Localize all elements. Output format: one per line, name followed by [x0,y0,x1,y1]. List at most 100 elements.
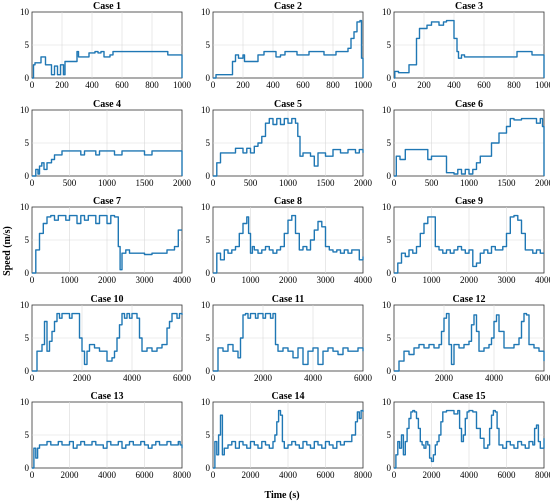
x-tick-label: 1000 [354,80,373,90]
speed-series-line [394,214,544,274]
x-tick-label: 400 [447,80,461,90]
y-tick-label: 0 [206,366,211,376]
y-tick-label: 5 [387,235,392,245]
x-tick-label: 6000 [136,470,155,480]
y-tick-label: 0 [387,268,392,278]
x-tick-label: 3000 [317,275,336,285]
x-tick-label: 2000 [423,470,442,480]
subplot-title: Case 7 [93,196,121,207]
x-tick-label: 1000 [423,275,442,285]
x-tick-label: 4000 [123,373,142,383]
x-tick-label: 6000 [535,373,550,383]
x-tick-label: 200 [417,80,431,90]
x-tick-label: 0 [30,80,35,90]
x-tick-label: 4000 [460,470,479,480]
subplot-case-14: 0 2000 4000 6000 8000 0 5 10 Case 14 [201,391,373,480]
x-tick-label: 0 [30,470,35,480]
y-tick-label: 10 [201,397,211,407]
x-tick-label: 4000 [279,470,298,480]
x-tick-label: 0 [30,178,35,188]
x-tick-label: 2000 [535,178,550,188]
y-tick-label: 5 [206,430,211,440]
y-tick-label: 10 [20,7,30,17]
subplot-title: Case 12 [452,294,485,305]
x-tick-label: 2000 [435,373,454,383]
x-tick-label: 2000 [460,275,479,285]
x-tick-label: 600 [477,80,491,90]
y-tick-label: 5 [387,333,392,343]
subplot-case-11: 0 2000 4000 6000 0 5 10 Case 11 [201,294,373,383]
subplot-title: Case 2 [274,1,302,12]
y-tick-label: 5 [206,138,211,148]
x-tick-label: 800 [326,80,340,90]
speed-series-line [32,440,183,469]
x-tick-label: 0 [392,275,397,285]
y-tick-label: 10 [382,300,392,310]
y-tick-label: 0 [387,73,392,83]
y-tick-label: 0 [25,73,30,83]
subplot-case-4: 0 500 1000 1500 2000 0 5 10 Case 4 [20,99,192,188]
x-tick-label: 2000 [254,373,273,383]
x-tick-label: 4000 [354,275,373,285]
speed-series-line [213,117,364,177]
x-tick-label: 1500 [317,178,336,188]
y-tick-label: 5 [25,333,30,343]
y-tick-label: 10 [382,7,392,17]
subplot-title: Case 9 [455,196,483,207]
y-tick-label: 5 [25,430,30,440]
y-tick-label: 5 [387,40,392,50]
x-tick-label: 8000 [354,470,373,480]
x-tick-label: 400 [266,80,280,90]
y-tick-label: 10 [20,397,30,407]
y-tick-label: 5 [25,40,30,50]
subplot-case-6: 0 500 1000 1500 2000 0 5 10 Case 6 [382,99,550,188]
subplot-case-1: 0 200 400 600 800 1000 0 5 10 Case 1 [20,1,192,90]
subplot-case-8: 0 1000 2000 3000 4000 0 5 10 Case 8 [201,196,373,285]
y-tick-label: 0 [206,268,211,278]
y-tick-label: 5 [206,333,211,343]
y-tick-label: 0 [206,73,211,83]
x-tick-label: 0 [211,373,216,383]
speed-series-line [32,150,183,177]
x-tick-label: 1000 [535,80,550,90]
y-tick-label: 5 [387,430,392,440]
y-tick-label: 5 [25,138,30,148]
speed-series-line [394,312,545,372]
speed-series-line [213,409,364,469]
y-tick-label: 10 [20,202,30,212]
y-tick-label: 10 [20,105,30,115]
x-tick-label: 1000 [279,178,298,188]
x-tick-label: 6000 [354,373,373,383]
subplot-title: Case 10 [90,294,123,305]
speed-series-line [213,19,364,79]
x-tick-label: 2000 [61,470,80,480]
x-tick-label: 800 [145,80,159,90]
speed-series-line [213,214,364,274]
x-tick-label: 0 [211,178,216,188]
y-tick-label: 10 [382,105,392,115]
x-tick-label: 2000 [173,178,192,188]
x-tick-label: 1000 [173,80,192,90]
subplot-case-2: 0 200 400 600 800 1000 0 5 10 Case 2 [201,1,373,90]
y-tick-label: 10 [20,300,30,310]
x-tick-label: 2000 [279,275,298,285]
y-tick-label: 0 [25,463,30,473]
y-tick-label: 0 [25,268,30,278]
x-tick-label: 2000 [98,275,117,285]
x-tick-label: 2000 [354,178,373,188]
subplot-title: Case 6 [455,99,483,110]
x-tick-label: 1500 [498,178,517,188]
x-tick-label: 0 [211,275,216,285]
x-tick-label: 0 [392,80,397,90]
subplot-case-5: 0 500 1000 1500 2000 0 5 10 Case 5 [201,99,373,188]
x-tick-label: 0 [392,373,397,383]
x-tick-label: 500 [425,178,439,188]
x-tick-label: 1000 [242,275,261,285]
subplot-title: Case 13 [90,391,123,402]
y-tick-label: 10 [382,397,392,407]
y-tick-label: 10 [382,202,392,212]
x-tick-label: 1000 [460,178,479,188]
x-tick-label: 1500 [136,178,155,188]
subplot-title: Case 14 [271,391,304,402]
